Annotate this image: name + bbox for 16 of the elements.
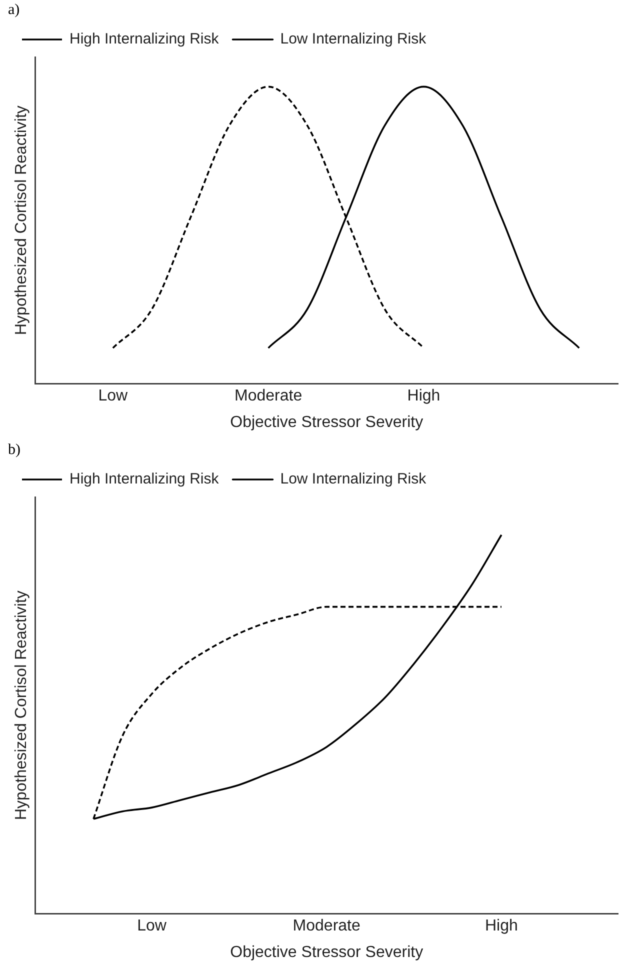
text: a) [8, 2, 20, 19]
legend-label: High Internalizing Risk [70, 30, 220, 48]
x-axis-title: Objective Stressor Severity [230, 944, 424, 961]
x-tick-label: Moderate [234, 388, 302, 405]
y-axis-title: Hypothesized Cortisol Reactivity [13, 106, 30, 336]
y-axis-title: Hypothesized Cortisol Reactivity [13, 590, 30, 820]
x-tick-label: High [407, 388, 440, 405]
text: b) [8, 442, 20, 459]
x-tick-label: Low [98, 388, 128, 405]
x-tick-label: High [484, 918, 518, 935]
legend-label: Low Internalizing Risk [280, 30, 427, 48]
x-tick-label: Moderate [292, 918, 360, 935]
x-tick-label: Low [137, 918, 167, 935]
legend-label: High Internalizing Risk [70, 470, 220, 488]
x-axis-title: Objective Stressor Severity [230, 414, 424, 431]
legend-label: Low Internalizing Risk [280, 470, 427, 488]
